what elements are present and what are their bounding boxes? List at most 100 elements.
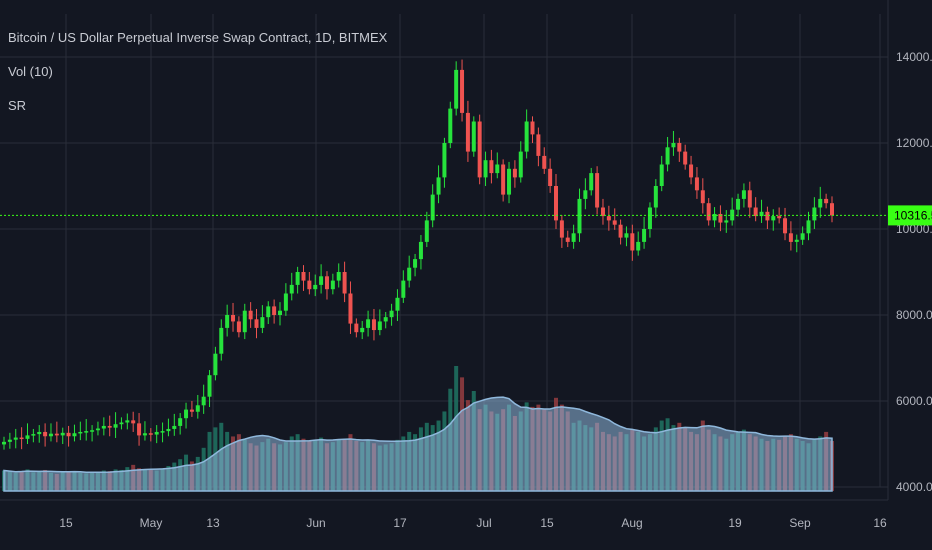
candle-body [483, 160, 488, 178]
candle-body [131, 420, 136, 424]
candle-body [465, 112, 470, 152]
candle-body [307, 280, 312, 290]
last-price-tag-bg [888, 205, 932, 226]
candle-body [683, 151, 688, 165]
candle-body [213, 353, 218, 376]
candle-body [741, 190, 746, 199]
time-tick-label: Sep [789, 516, 811, 530]
price-axis[interactable]: 14000.0 12000.0 10000.0 8000.0 6000.0 4000.0 [0, 0, 932, 501]
candle-body [706, 203, 711, 221]
price-tick-label: 8000.0 [896, 308, 932, 322]
candle-body [653, 186, 658, 208]
candle-body [413, 259, 418, 268]
candle-body [495, 164, 500, 174]
candle-body [765, 211, 770, 221]
candle-body [336, 272, 341, 281]
candle-body [812, 207, 817, 221]
candle-body [671, 143, 676, 148]
candle-body [113, 424, 118, 428]
candle-body [630, 233, 635, 251]
candle-body [571, 233, 576, 242]
candle-body [313, 284, 318, 290]
candle-body [448, 108, 453, 143]
price-tick-label: 6000.0 [896, 394, 932, 408]
candle-body [354, 323, 359, 333]
last-price-tag: 10316.5 [888, 205, 932, 226]
candle-body [606, 216, 611, 221]
candle-body [636, 241, 641, 251]
sr-indicator-label[interactable]: SR [8, 98, 26, 113]
candle-body [319, 276, 324, 285]
candle-body [60, 432, 65, 436]
candle-body [454, 69, 459, 109]
candle-body [512, 168, 517, 178]
time-tick-label: Jun [306, 516, 325, 530]
time-tick-label: 19 [728, 516, 742, 530]
candle-body [289, 284, 294, 294]
volume-label[interactable]: Vol (10) [8, 64, 53, 79]
candle-body [460, 69, 465, 113]
candle-body [178, 418, 183, 426]
candle-body [407, 267, 412, 281]
time-tick-label: 15 [59, 516, 73, 530]
candle-body [366, 319, 371, 328]
candle-body [43, 431, 48, 437]
volume-ma-area [3, 396, 833, 492]
candle-body [348, 293, 353, 324]
candle-body [37, 431, 42, 435]
last-price-label: 10316.5 [894, 208, 932, 222]
candle-body [665, 147, 670, 165]
volume-indicator-label[interactable]: Vol (10) [8, 64, 53, 79]
candle-body [824, 198, 829, 204]
candle-body [477, 121, 482, 178]
candle-body [101, 425, 106, 429]
candle-body [195, 405, 200, 412]
candle-body [783, 218, 788, 234]
candle-body [148, 433, 153, 435]
time-tick-label: Jul [476, 516, 491, 530]
candle-body [72, 433, 77, 437]
candle-body [248, 310, 253, 320]
candle-body [160, 431, 165, 433]
candle-body [66, 432, 71, 437]
candle-body [207, 375, 212, 397]
candle-body [689, 164, 694, 178]
candle-body [219, 327, 224, 354]
candle-body [107, 425, 112, 428]
candle-body [360, 327, 365, 333]
candle-body [301, 272, 306, 281]
candle-body [753, 207, 758, 217]
candle-body [154, 431, 159, 435]
candle-body [25, 435, 30, 439]
price-tick-label: 12000.0 [896, 136, 932, 150]
candle-body [266, 306, 271, 318]
candle-body [759, 211, 764, 217]
sr-label[interactable]: SR [8, 98, 27, 113]
time-axis[interactable]: 15 May 13 Jun 17 Jul 15 Aug 19 Sep 16 [59, 516, 887, 530]
candle-body [324, 276, 329, 290]
candle-body [371, 319, 376, 331]
candle-body [418, 241, 423, 260]
candle-body [436, 177, 441, 195]
symbol-title[interactable]: Bitcoin / US Dollar Perpetual Inverse Sw… [8, 30, 388, 45]
candle-body [231, 315, 236, 322]
chart-title[interactable]: Bitcoin / US Dollar Perpetual Inverse Sw… [8, 30, 387, 45]
candle-body [788, 233, 793, 242]
candle-body [395, 297, 400, 311]
candle-body [54, 433, 59, 436]
time-tick-label: May [140, 516, 163, 530]
candle-body [377, 321, 382, 331]
candle-body [724, 220, 729, 223]
candle-body [618, 224, 623, 238]
candle-body [389, 310, 394, 318]
candle-body [119, 422, 124, 425]
candle-body [489, 160, 494, 174]
price-tick-label: 10000.0 [896, 222, 932, 236]
candle-body [254, 319, 259, 328]
candle-body [559, 220, 564, 238]
candle-body [189, 409, 194, 412]
candle-body [542, 155, 547, 169]
candle-body [524, 121, 529, 152]
candle-body [677, 143, 682, 152]
